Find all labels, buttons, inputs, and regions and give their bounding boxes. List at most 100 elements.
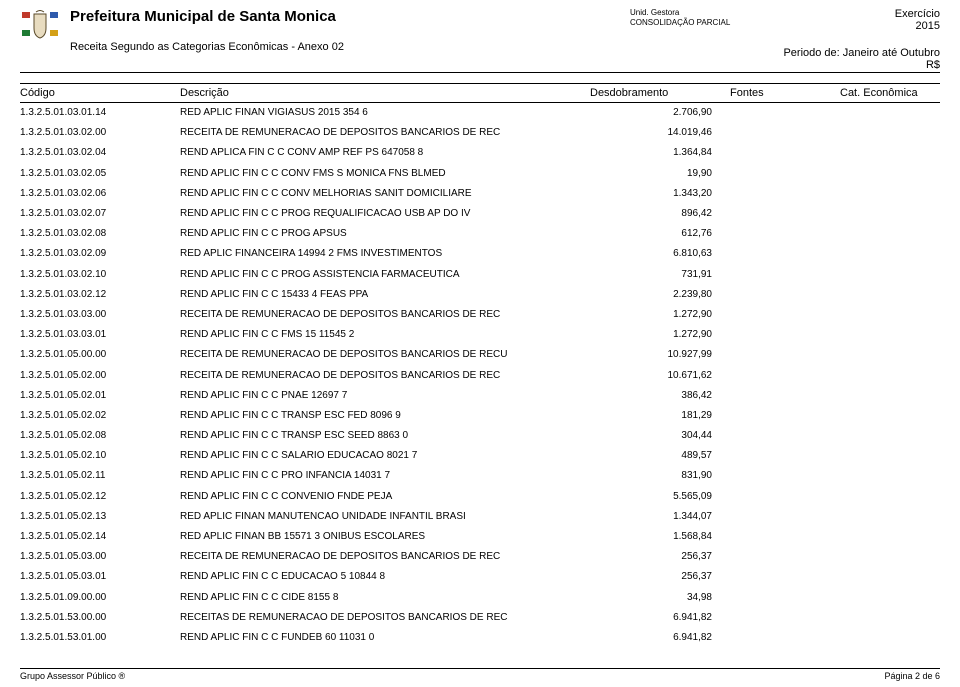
cell-desdobramento: 2.239,80 <box>580 290 720 300</box>
cell-codigo: 1.3.2.5.01.03.02.08 <box>20 229 180 239</box>
col-codigo: Código <box>20 87 180 99</box>
cell-codigo: 1.3.2.5.01.03.02.04 <box>20 148 180 158</box>
cell-codigo: 1.3.2.5.01.53.01.00 <box>20 633 180 643</box>
crest-icon <box>20 10 60 42</box>
cell-codigo: 1.3.2.5.01.03.01.14 <box>20 108 180 118</box>
cell-descricao: RED APLIC FINAN BB 15571 3 ONIBUS ESCOLA… <box>180 532 580 542</box>
table-body: 1.3.2.5.01.03.01.14RED APLIC FINAN VIGIA… <box>20 103 940 648</box>
exercicio-year: 2015 <box>783 20 940 32</box>
footer: Grupo Assessor Público ® Página 2 de 6 <box>20 668 940 681</box>
cell-codigo: 1.3.2.5.01.05.02.14 <box>20 532 180 542</box>
cell-descricao: RECEITA DE REMUNERACAO DE DEPOSITOS BANC… <box>180 350 580 360</box>
table-row: 1.3.2.5.01.05.02.00RECEITA DE REMUNERACA… <box>20 365 940 385</box>
cell-codigo: 1.3.2.5.01.03.02.07 <box>20 209 180 219</box>
cell-codigo: 1.3.2.5.01.05.02.00 <box>20 371 180 381</box>
cell-desdobramento: 831,90 <box>580 471 720 481</box>
cell-descricao: REND APLIC FIN C C FUNDEB 60 11031 0 <box>180 633 580 643</box>
cell-descricao: REND APLIC FIN C C 15433 4 FEAS PPA <box>180 290 580 300</box>
cell-codigo: 1.3.2.5.01.03.03.00 <box>20 310 180 320</box>
table-row: 1.3.2.5.01.53.00.00RECEITAS DE REMUNERAC… <box>20 608 940 628</box>
cell-desdobramento: 731,91 <box>580 270 720 280</box>
cell-desdobramento: 1.272,90 <box>580 330 720 340</box>
table-row: 1.3.2.5.01.05.00.00RECEITA DE REMUNERACA… <box>20 345 940 365</box>
cell-desdobramento: 14.019,46 <box>580 128 720 138</box>
table-row: 1.3.2.5.01.03.02.12REND APLIC FIN C C 15… <box>20 285 940 305</box>
cell-descricao: REND APLIC FIN C C EDUCACAO 5 10844 8 <box>180 572 580 582</box>
cell-desdobramento: 34,98 <box>580 593 720 603</box>
header: Prefeitura Municipal de Santa Monica Rec… <box>20 8 940 62</box>
periodo: Periodo de: Janeiro até Outubro <box>783 47 940 59</box>
cell-codigo: 1.3.2.5.01.03.02.12 <box>20 290 180 300</box>
cell-descricao: REND APLIC FIN C C TRANSP ESC SEED 8863 … <box>180 431 580 441</box>
table-row: 1.3.2.5.01.05.02.13RED APLIC FINAN MANUT… <box>20 507 940 527</box>
table-row: 1.3.2.5.01.03.02.00RECEITA DE REMUNERACA… <box>20 123 940 143</box>
table-row: 1.3.2.5.01.03.02.06REND APLIC FIN C C CO… <box>20 184 940 204</box>
column-header: Código Descrição Desdobramento Fontes Ca… <box>20 84 940 102</box>
cell-desdobramento: 10.927,99 <box>580 350 720 360</box>
cell-descricao: REND APLIC FIN C C CONV FMS S MONICA FNS… <box>180 169 580 179</box>
cell-desdobramento: 5.565,09 <box>580 492 720 502</box>
cell-codigo: 1.3.2.5.01.03.03.01 <box>20 330 180 340</box>
currency: R$ <box>783 59 940 71</box>
cell-descricao: RECEITA DE REMUNERACAO DE DEPOSITOS BANC… <box>180 128 580 138</box>
cell-descricao: REND APLIC FIN C C PROG REQUALIFICACAO U… <box>180 209 580 219</box>
cell-descricao: RECEITA DE REMUNERACAO DE DEPOSITOS BANC… <box>180 310 580 320</box>
cell-codigo: 1.3.2.5.01.03.02.06 <box>20 189 180 199</box>
cell-descricao: RED APLIC FINAN MANUTENCAO UNIDADE INFAN… <box>180 512 580 522</box>
table-row: 1.3.2.5.01.05.02.10REND APLIC FIN C C SA… <box>20 446 940 466</box>
cell-codigo: 1.3.2.5.01.05.02.08 <box>20 431 180 441</box>
table-row: 1.3.2.5.01.05.02.14RED APLIC FINAN BB 15… <box>20 527 940 547</box>
cell-descricao: REND APLIC FIN C C PROG APSUS <box>180 229 580 239</box>
cell-descricao: REND APLIC FIN C C CONV MELHORIAS SANIT … <box>180 189 580 199</box>
cell-desdobramento: 10.671,62 <box>580 371 720 381</box>
cell-descricao: RED APLIC FINAN VIGIASUS 2015 354 6 <box>180 108 580 118</box>
cell-descricao: REND APLIC FIN C C CONVENIO FNDE PEJA <box>180 492 580 502</box>
cell-desdobramento: 6.941,82 <box>580 633 720 643</box>
table-row: 1.3.2.5.01.03.03.00RECEITA DE REMUNERACA… <box>20 305 940 325</box>
cell-desdobramento: 181,29 <box>580 411 720 421</box>
cell-codigo: 1.3.2.5.01.03.02.00 <box>20 128 180 138</box>
col-fontes: Fontes <box>730 87 840 99</box>
separator <box>20 72 940 73</box>
table-row: 1.3.2.5.01.05.03.01REND APLIC FIN C C ED… <box>20 567 940 587</box>
cell-codigo: 1.3.2.5.01.05.02.13 <box>20 512 180 522</box>
table-row: 1.3.2.5.01.03.02.10REND APLIC FIN C C PR… <box>20 265 940 285</box>
cell-descricao: REND APLIC FIN C C PNAE 12697 7 <box>180 391 580 401</box>
cell-desdobramento: 2.706,90 <box>580 108 720 118</box>
cell-desdobramento: 489,57 <box>580 451 720 461</box>
header-right: Exercício 2015 Periodo de: Janeiro até O… <box>783 8 940 71</box>
table-row: 1.3.2.5.01.03.02.04REND APLICA FIN C C C… <box>20 143 940 163</box>
cell-desdobramento: 304,44 <box>580 431 720 441</box>
table-row: 1.3.2.5.01.03.02.07REND APLIC FIN C C PR… <box>20 204 940 224</box>
col-descricao: Descrição <box>180 87 590 99</box>
cell-codigo: 1.3.2.5.01.03.02.09 <box>20 249 180 259</box>
table-row: 1.3.2.5.01.53.01.00REND APLIC FIN C C FU… <box>20 628 940 648</box>
table-row: 1.3.2.5.01.05.02.01REND APLIC FIN C C PN… <box>20 386 940 406</box>
org-title: Prefeitura Municipal de Santa Monica <box>70 8 344 25</box>
exercicio-label: Exercício <box>783 8 940 20</box>
header-mid: Unid. Gestora CONSOLIDAÇÃO PARCIAL <box>630 8 730 27</box>
cell-desdobramento: 256,37 <box>580 552 720 562</box>
cell-codigo: 1.3.2.5.01.05.02.11 <box>20 471 180 481</box>
table-row: 1.3.2.5.01.03.02.08REND APLIC FIN C C PR… <box>20 224 940 244</box>
table-row: 1.3.2.5.01.03.02.05REND APLIC FIN C C CO… <box>20 164 940 184</box>
table-row: 1.3.2.5.01.05.02.08REND APLIC FIN C C TR… <box>20 426 940 446</box>
table-row: 1.3.2.5.01.05.02.11REND APLIC FIN C C PR… <box>20 466 940 486</box>
footer-left: Grupo Assessor Público ® <box>20 671 125 681</box>
cell-desdobramento: 1.344,07 <box>580 512 720 522</box>
cell-desdobramento: 1.364,84 <box>580 148 720 158</box>
cell-codigo: 1.3.2.5.01.05.02.10 <box>20 451 180 461</box>
cell-desdobramento: 19,90 <box>580 169 720 179</box>
cell-desdobramento: 896,42 <box>580 209 720 219</box>
cell-codigo: 1.3.2.5.01.09.00.00 <box>20 593 180 603</box>
table-row: 1.3.2.5.01.05.03.00RECEITA DE REMUNERACA… <box>20 547 940 567</box>
cell-codigo: 1.3.2.5.01.03.02.10 <box>20 270 180 280</box>
table-row: 1.3.2.5.01.03.02.09RED APLIC FINANCEIRA … <box>20 244 940 264</box>
table-row: 1.3.2.5.01.09.00.00REND APLIC FIN C C CI… <box>20 588 940 608</box>
cell-codigo: 1.3.2.5.01.05.00.00 <box>20 350 180 360</box>
cell-descricao: RECEITAS DE REMUNERACAO DE DEPOSITOS BAN… <box>180 613 580 623</box>
cell-desdobramento: 612,76 <box>580 229 720 239</box>
cell-codigo: 1.3.2.5.01.05.02.01 <box>20 391 180 401</box>
col-desdobramento: Desdobramento <box>590 87 730 99</box>
header-left: Prefeitura Municipal de Santa Monica Rec… <box>70 8 344 53</box>
